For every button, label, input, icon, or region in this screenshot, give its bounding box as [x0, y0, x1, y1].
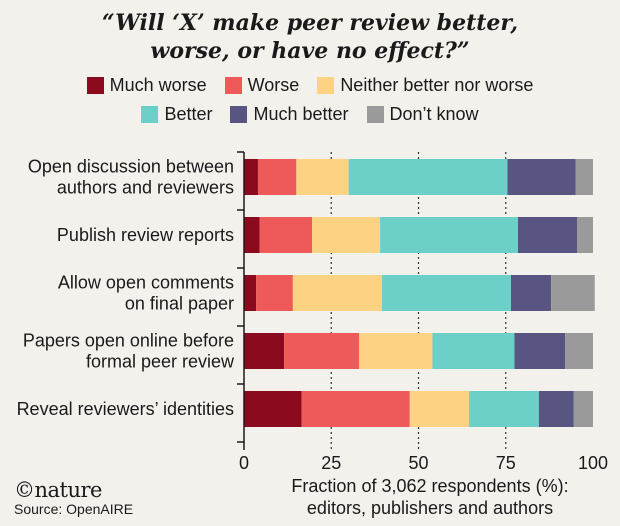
bar-segment-don-t-know-row-1 — [575, 159, 593, 195]
bar-segment-much-worse-row-5 — [244, 391, 302, 427]
bar-segment-better-row-1 — [348, 159, 508, 195]
category-label-3-line-1: Allow open comments — [58, 273, 234, 293]
bar-segment-much-better-row-5 — [538, 391, 574, 427]
bar-segment-don-t-know-row-3 — [551, 275, 595, 311]
legend-item-better: Better — [141, 104, 212, 125]
x-tick-label-50: 50 — [408, 453, 428, 470]
bar-segment-worse-row-4 — [284, 333, 360, 369]
bar-segment-much-worse-row-4 — [244, 333, 285, 369]
bar-segment-worse-row-1 — [257, 159, 297, 195]
legend-label-better: Better — [164, 104, 213, 124]
legend-label-much-worse: Much worse — [109, 75, 207, 95]
category-label-1-line-2: authors and reviewers — [57, 178, 234, 198]
x-tick-label-100: 100 — [578, 453, 608, 470]
legend-item-neither: Neither better nor worse — [317, 75, 533, 96]
bar-segment-better-row-3 — [381, 275, 511, 311]
legend-item-much-better: Much better — [230, 104, 349, 125]
legend-label-worse: Worse — [247, 75, 300, 95]
bar-segment-much-worse-row-3 — [244, 275, 257, 311]
x-axis-label-line-1: Fraction of 3,062 respondents (%): — [291, 476, 569, 496]
bar-segment-better-row-4 — [432, 333, 515, 369]
category-label-3-line-2: on final paper — [125, 294, 234, 314]
x-tick-label-75: 75 — [496, 453, 516, 470]
legend-label-much-better: Much better — [253, 104, 349, 124]
category-label-2-line-1: Publish review reports — [57, 225, 234, 245]
bar-segment-don-t-know-row-5 — [573, 391, 593, 427]
bar-segment-neither-better-nor-worse-row-1 — [296, 159, 349, 195]
bar-segment-much-better-row-4 — [514, 333, 566, 369]
bar-segment-much-better-row-3 — [510, 275, 552, 311]
legend-swatch-neither — [317, 77, 335, 94]
bar-segment-much-better-row-2 — [517, 217, 578, 253]
legend-row-2: Better Much better Don’t know — [0, 104, 620, 125]
category-label-5-line-1: Reveal reviewers’ identities — [17, 399, 234, 419]
x-axis-label: Fraction of 3,062 respondents (%): edito… — [240, 475, 620, 519]
legend-swatch-much-better — [230, 106, 248, 123]
category-label-4-line-2: formal peer review — [86, 352, 235, 372]
legend-item-dont-know: Don’t know — [366, 104, 479, 125]
x-tick-label-25: 25 — [321, 453, 341, 470]
chart-title-line-1: “Will ‘X’ make peer review better, — [101, 10, 519, 36]
bar-segment-worse-row-5 — [301, 391, 410, 427]
legend-label-neither: Neither better nor worse — [340, 75, 534, 95]
bar-segment-neither-better-nor-worse-row-4 — [359, 333, 433, 369]
legend-swatch-better — [141, 106, 159, 123]
legend-label-dont-know: Don’t know — [389, 104, 479, 124]
category-label-4-line-1: Papers open online before — [23, 331, 234, 351]
chart-title-line-2: worse, or have no effect?” — [150, 38, 470, 64]
legend-row-1: Much worse Worse Neither better nor wors… — [0, 75, 620, 96]
nature-logo: ©nature — [14, 478, 102, 502]
bar-segment-much-better-row-1 — [507, 159, 576, 195]
bar-segment-better-row-5 — [469, 391, 539, 427]
legend-swatch-worse — [224, 77, 242, 94]
source-note: Source: OpenAIRE — [14, 501, 134, 517]
bar-segment-much-worse-row-2 — [244, 217, 260, 253]
bar-segment-worse-row-3 — [256, 275, 293, 311]
bar-segment-neither-better-nor-worse-row-3 — [292, 275, 382, 311]
bar-segment-don-t-know-row-4 — [565, 333, 593, 369]
x-tick-label-0: 0 — [239, 453, 249, 470]
bar-segment-neither-better-nor-worse-row-5 — [409, 391, 470, 427]
legend-swatch-much-worse — [86, 77, 104, 94]
bar-segment-worse-row-2 — [259, 217, 313, 253]
bar-segment-better-row-2 — [380, 217, 518, 253]
legend-item-worse: Worse — [224, 75, 300, 96]
x-axis-label-line-2: editors, publishers and authors — [306, 498, 554, 518]
bar-segment-don-t-know-row-2 — [577, 217, 593, 253]
bar-segment-much-worse-row-1 — [244, 159, 258, 195]
legend-item-much-worse: Much worse — [86, 75, 207, 96]
legend-swatch-dont-know — [366, 106, 384, 123]
bar-segment-neither-better-nor-worse-row-2 — [312, 217, 381, 253]
category-label-1-line-1: Open discussion between — [28, 157, 234, 177]
